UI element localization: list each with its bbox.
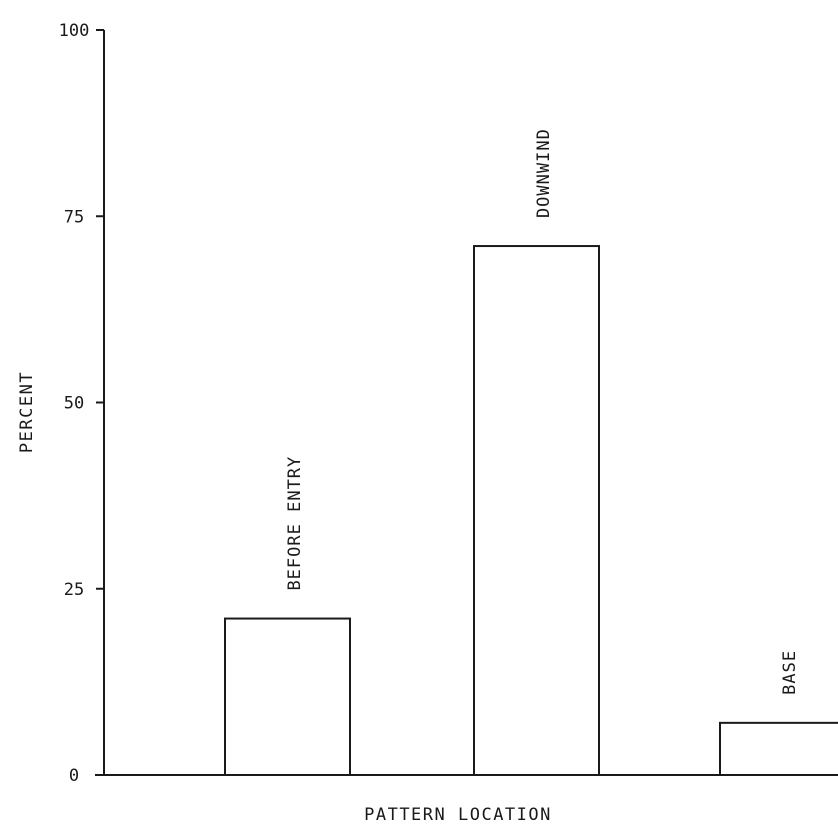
y-tick-label: 100 — [59, 21, 90, 41]
y-tick-label: 75 — [64, 207, 84, 227]
y-tick-label: 0 — [69, 766, 79, 786]
x-axis-title: PATTERN LOCATION — [364, 805, 552, 825]
bar — [224, 617, 351, 776]
bar-label: BEFORE ENTRY — [285, 456, 305, 591]
bar-label: DOWNWIND — [534, 128, 554, 218]
bar — [473, 245, 600, 777]
bars — [224, 245, 838, 777]
y-tick-label: 25 — [64, 580, 84, 600]
y-tick-label: 50 — [64, 394, 84, 414]
bar-labels: BEFORE ENTRY DOWNWIND BASE — [285, 128, 800, 695]
y-ticks: 0 25 50 75 100 — [59, 21, 104, 786]
y-axis-title: PERCENT — [17, 371, 37, 453]
bar-label: BASE — [780, 650, 800, 695]
bar — [719, 721, 838, 776]
